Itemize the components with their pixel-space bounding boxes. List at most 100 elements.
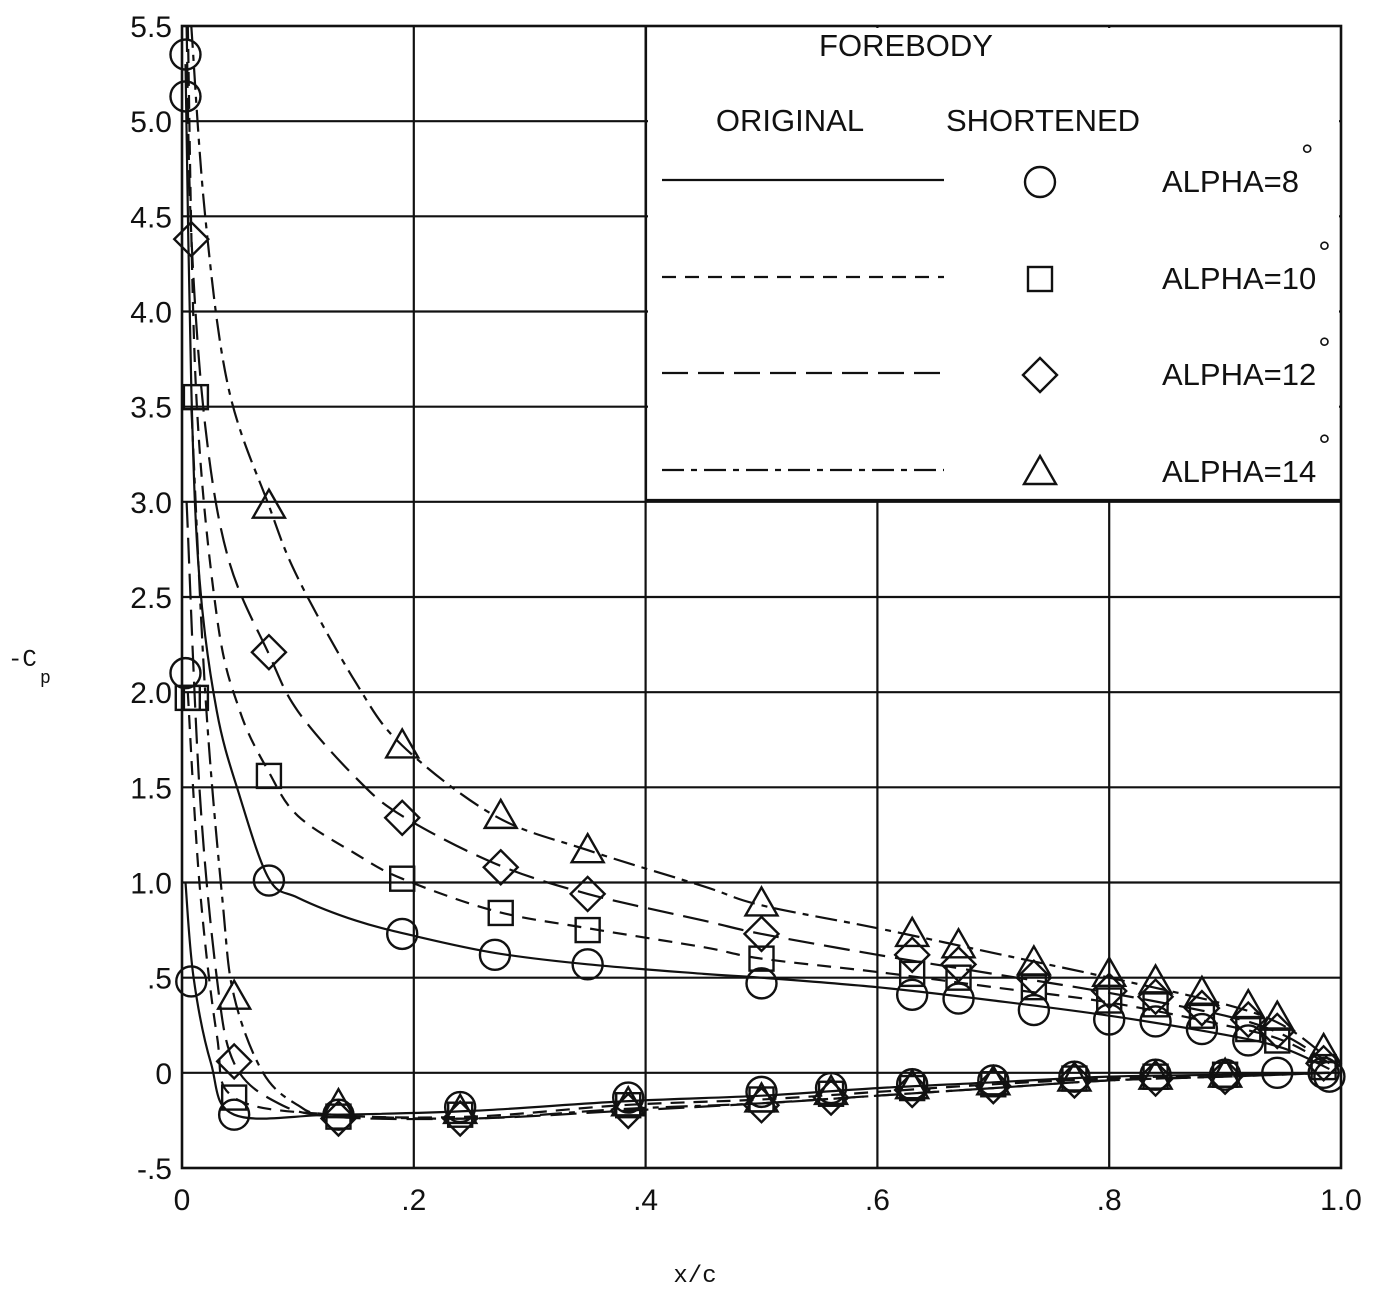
data-point-series-1 bbox=[1095, 987, 1123, 1014]
data-point-series-3 bbox=[894, 915, 931, 948]
data-point-series-0 bbox=[571, 948, 604, 981]
data-point-series-1 bbox=[898, 1074, 926, 1102]
data-point-series-3 bbox=[1056, 1060, 1093, 1092]
legend-box bbox=[648, 28, 1339, 500]
legend-degree-symbol: ° bbox=[1301, 138, 1313, 173]
data-point-series-2 bbox=[1206, 1057, 1244, 1096]
data-point-series-2 bbox=[1258, 1012, 1296, 1050]
y-tick-label: 0 bbox=[155, 1058, 172, 1091]
data-point-series-0 bbox=[175, 965, 208, 998]
data-point-series-3 bbox=[1137, 963, 1174, 995]
legend-degree-symbol: ° bbox=[1318, 235, 1330, 270]
series-line-1-lower-line bbox=[186, 692, 1330, 1119]
legend-series-label: ALPHA=10 bbox=[1162, 261, 1316, 296]
data-point-series-3 bbox=[1259, 999, 1296, 1031]
legend-marker-circle bbox=[1023, 165, 1057, 199]
data-point-series-3 bbox=[250, 487, 287, 519]
data-point-series-0 bbox=[895, 978, 929, 1011]
data-point-series-2 bbox=[172, 220, 210, 258]
data-point-series-1 bbox=[389, 865, 416, 892]
legend-title: FOREBODY bbox=[819, 28, 993, 63]
plot-border bbox=[180, 24, 1343, 1170]
data-point-series-3 bbox=[216, 978, 253, 1010]
data-point-series-3 bbox=[1230, 987, 1267, 1020]
legend-degree-symbol: ° bbox=[1318, 428, 1330, 463]
legend-series-label: ALPHA=12 bbox=[1162, 357, 1316, 392]
data-point-series-2 bbox=[893, 936, 931, 974]
y-tick-label: 1.5 bbox=[130, 772, 172, 805]
x-axis-label: x/c bbox=[673, 1263, 716, 1290]
data-point-series-0 bbox=[1139, 1005, 1172, 1038]
data-point-series-3 bbox=[894, 1067, 931, 1100]
series-line-2-lower-line bbox=[185, 501, 1330, 1121]
data-point-series-0 bbox=[1261, 1056, 1294, 1090]
data-point-series-2 bbox=[893, 1071, 931, 1109]
data-point-series-3 bbox=[1137, 1058, 1174, 1090]
data-point-series-0 bbox=[1092, 1003, 1126, 1036]
x-tick-label: 0 bbox=[174, 1184, 191, 1217]
data-point-series-0 bbox=[942, 982, 975, 1015]
data-point-series-0 bbox=[169, 656, 202, 690]
data-point-series-2 bbox=[215, 1042, 253, 1081]
data-point-series-0 bbox=[386, 917, 419, 951]
y-tick-label: 5.0 bbox=[130, 106, 172, 139]
x-tick-label: 1.0 bbox=[1320, 1184, 1362, 1217]
data-point-series-2 bbox=[568, 875, 607, 913]
data-point-series-1 bbox=[980, 1071, 1007, 1098]
data-point-series-3 bbox=[384, 727, 421, 759]
series-line-1-upper-line bbox=[186, 25, 1330, 1067]
x-tick-labels: 0 .2 .4 .6 .8 1.0 bbox=[174, 1184, 1362, 1217]
legend-col-original: ORIGINAL bbox=[716, 103, 864, 138]
series-line-3-upper-line bbox=[190, 25, 1331, 1061]
x-tick-label: .8 bbox=[1097, 1184, 1122, 1217]
data-point-series-1 bbox=[945, 964, 972, 991]
data-point-series-1 bbox=[574, 916, 601, 944]
data-point-series-0 bbox=[478, 938, 512, 972]
data-point-series-2 bbox=[1055, 1061, 1094, 1100]
legend-col-shortened: SHORTENED bbox=[946, 103, 1140, 138]
data-point-series-3 bbox=[610, 1084, 647, 1117]
y-tick-label: .5 bbox=[147, 963, 172, 996]
data-point-series-2 bbox=[812, 1078, 850, 1117]
legend-series-label: ALPHA=14 bbox=[1162, 454, 1316, 489]
y-axis-label-subscript: p bbox=[40, 669, 51, 689]
data-point-series-2 bbox=[1304, 1044, 1343, 1083]
data-point-series-2 bbox=[319, 1099, 358, 1138]
x-tick-label: .4 bbox=[633, 1184, 658, 1217]
data-point-series-2 bbox=[742, 915, 781, 953]
data-point-series-0 bbox=[169, 80, 202, 113]
data-point-series-0 bbox=[252, 864, 286, 897]
data-point-series-3 bbox=[1183, 974, 1220, 1007]
y-tick-label: 4.5 bbox=[130, 201, 172, 234]
y-tick-label: 2.0 bbox=[130, 677, 172, 710]
plot-frame bbox=[180, 24, 1343, 1170]
data-point-series-3 bbox=[1091, 955, 1128, 988]
legend-marker-triangle bbox=[1021, 453, 1059, 486]
legend-degree-symbol: ° bbox=[1318, 331, 1330, 366]
data-point-series-2 bbox=[1136, 1059, 1175, 1098]
y-tick-label: 5.5 bbox=[130, 11, 172, 44]
data-point-series-2 bbox=[1136, 978, 1175, 1016]
data-point-series-1 bbox=[182, 383, 210, 411]
data-point-series-3 bbox=[482, 797, 519, 830]
x-tick-label: .6 bbox=[865, 1184, 890, 1217]
data-point-series-2 bbox=[383, 799, 421, 837]
y-tick-label: 4.0 bbox=[130, 297, 172, 330]
data-point-series-0 bbox=[745, 967, 778, 1000]
data-point-series-3 bbox=[442, 1092, 479, 1125]
series-line-0-lower-line bbox=[184, 882, 1330, 1120]
data-point-series-2 bbox=[482, 848, 520, 886]
legend: FOREBODY ORIGINAL SHORTENED ALPHA=8°ALPH… bbox=[662, 28, 1331, 489]
data-point-series-0 bbox=[745, 1075, 778, 1109]
data-point-series-1 bbox=[487, 899, 514, 927]
data-point-series-1 bbox=[748, 945, 775, 972]
data-point-series-2 bbox=[939, 945, 978, 984]
legend-series-label: ALPHA=8 bbox=[1162, 164, 1299, 199]
data-point-series-3 bbox=[743, 1081, 780, 1113]
data-point-series-2 bbox=[1183, 989, 1221, 1027]
data-point-series-3 bbox=[975, 1063, 1012, 1096]
legend-marker-diamond bbox=[1021, 356, 1059, 394]
data-point-series-3 bbox=[1207, 1056, 1244, 1088]
data-markers bbox=[169, 38, 1346, 1138]
